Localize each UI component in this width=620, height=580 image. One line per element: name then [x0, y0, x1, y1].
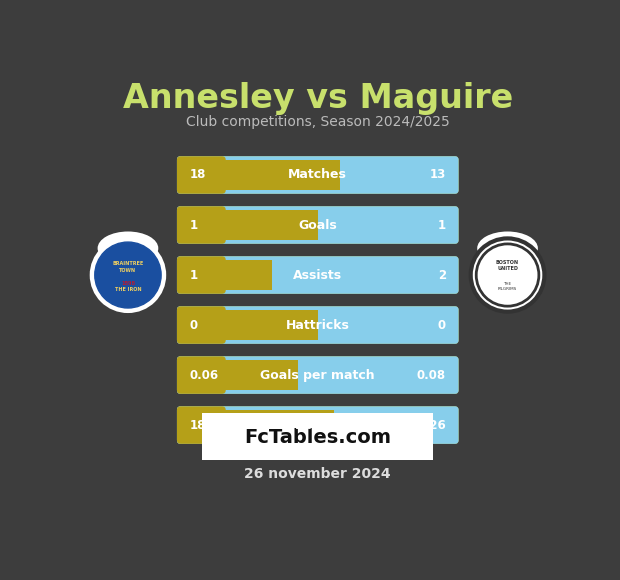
FancyBboxPatch shape: [177, 356, 459, 394]
Text: Annesley vs Maguire: Annesley vs Maguire: [123, 82, 513, 115]
FancyBboxPatch shape: [181, 160, 340, 190]
FancyBboxPatch shape: [177, 256, 459, 294]
FancyBboxPatch shape: [195, 160, 340, 190]
Text: 1426: 1426: [414, 419, 446, 432]
FancyBboxPatch shape: [195, 310, 317, 340]
Text: 1801: 1801: [190, 419, 222, 432]
Text: 18: 18: [190, 169, 206, 182]
Text: Assists: Assists: [293, 269, 342, 281]
FancyBboxPatch shape: [177, 407, 459, 444]
Text: UNITED: UNITED: [497, 266, 518, 271]
Text: 1: 1: [190, 269, 198, 281]
FancyBboxPatch shape: [177, 206, 459, 244]
FancyBboxPatch shape: [177, 156, 459, 194]
Ellipse shape: [476, 244, 539, 306]
FancyBboxPatch shape: [177, 306, 226, 344]
FancyBboxPatch shape: [181, 360, 298, 390]
Text: BOSTON: BOSTON: [496, 260, 519, 265]
Text: 1898: 1898: [121, 281, 135, 287]
Text: 2: 2: [438, 269, 446, 281]
Text: PILGRIMS: PILGRIMS: [498, 287, 517, 291]
FancyBboxPatch shape: [177, 256, 459, 294]
Text: FcTables.com: FcTables.com: [244, 427, 391, 447]
FancyBboxPatch shape: [181, 410, 334, 440]
FancyBboxPatch shape: [181, 210, 317, 240]
FancyBboxPatch shape: [181, 310, 317, 340]
FancyBboxPatch shape: [195, 410, 334, 440]
FancyBboxPatch shape: [177, 407, 226, 444]
Text: BRAINTREE: BRAINTREE: [112, 262, 144, 266]
Text: 1: 1: [190, 219, 198, 231]
Text: Club competitions, Season 2024/2025: Club competitions, Season 2024/2025: [186, 115, 450, 129]
FancyBboxPatch shape: [177, 206, 226, 244]
Ellipse shape: [95, 242, 161, 308]
FancyBboxPatch shape: [177, 156, 459, 194]
FancyBboxPatch shape: [177, 306, 459, 344]
Text: 26 november 2024: 26 november 2024: [244, 467, 391, 481]
Ellipse shape: [91, 238, 165, 311]
FancyBboxPatch shape: [177, 407, 459, 444]
Ellipse shape: [97, 231, 158, 265]
FancyBboxPatch shape: [177, 407, 459, 444]
Text: Goals per match: Goals per match: [260, 368, 375, 382]
Text: 1: 1: [438, 219, 446, 231]
Text: 0: 0: [438, 318, 446, 332]
Text: TOWN: TOWN: [120, 268, 136, 273]
Text: Hattricks: Hattricks: [286, 318, 350, 332]
Text: 0: 0: [190, 318, 198, 332]
FancyBboxPatch shape: [177, 256, 459, 294]
Text: THE: THE: [503, 282, 512, 286]
FancyBboxPatch shape: [177, 306, 459, 344]
Text: 13: 13: [430, 169, 446, 182]
FancyBboxPatch shape: [177, 206, 459, 244]
Text: Min per goal: Min per goal: [274, 419, 361, 432]
FancyBboxPatch shape: [202, 414, 433, 461]
Text: 0.08: 0.08: [417, 368, 446, 382]
FancyBboxPatch shape: [177, 156, 226, 194]
FancyBboxPatch shape: [177, 356, 459, 394]
FancyBboxPatch shape: [177, 256, 226, 294]
Text: Matches: Matches: [288, 169, 347, 182]
FancyBboxPatch shape: [195, 260, 272, 290]
Ellipse shape: [471, 238, 544, 311]
FancyBboxPatch shape: [177, 356, 459, 394]
FancyBboxPatch shape: [177, 206, 459, 244]
Text: Goals: Goals: [298, 219, 337, 231]
FancyBboxPatch shape: [177, 356, 226, 394]
FancyBboxPatch shape: [181, 260, 272, 290]
Text: 0.06: 0.06: [190, 368, 219, 382]
FancyBboxPatch shape: [177, 306, 459, 344]
FancyBboxPatch shape: [177, 156, 459, 194]
FancyBboxPatch shape: [195, 360, 298, 390]
FancyBboxPatch shape: [195, 210, 317, 240]
Ellipse shape: [477, 231, 538, 265]
Text: THE IRON: THE IRON: [115, 287, 141, 292]
